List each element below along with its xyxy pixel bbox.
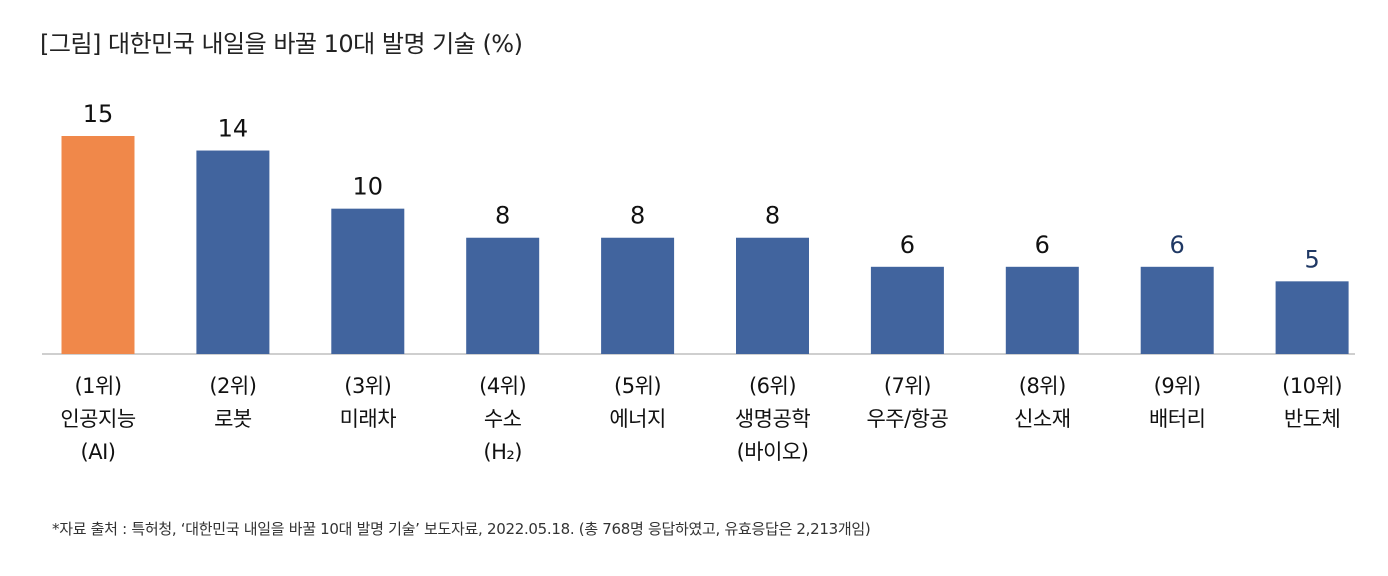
category-label: (9위) 배터리 (1112, 370, 1242, 436)
chart-title: [그림] 대한민국 내일을 바꿀 10대 발명 기술 (%) (40, 30, 523, 58)
data-label: 6 (900, 231, 915, 259)
category-label-line: (10위) (1282, 374, 1343, 398)
category-label: (1위) 인공지능 (AI) (33, 370, 163, 469)
category-label-line: 우주/항공 (866, 407, 949, 431)
bar (61, 136, 135, 354)
category-label-line: (H₂) (483, 440, 522, 464)
bar (736, 237, 809, 354)
category-label: (5위) 에너지 (573, 370, 703, 436)
category-label-line: 인공지능 (60, 407, 136, 431)
data-label: 15 (83, 100, 114, 128)
category-label: (2위) 로봇 (168, 370, 298, 436)
category-label-line: 신소재 (1014, 407, 1071, 431)
category-label-line: (2위) (209, 374, 257, 398)
category-label-line: 수소 (483, 407, 522, 431)
category-label-line: (4위) (479, 374, 527, 398)
category-label-line: (AI) (80, 440, 116, 464)
data-label: 6 (1035, 231, 1050, 259)
source-footnote: *자료 출처 : 특허청, ‘대한민국 내일을 바꿀 10대 발명 기술’ 보도… (52, 520, 871, 538)
category-label-line: (5위) (614, 374, 662, 398)
category-label-line: 에너지 (609, 407, 666, 431)
category-label-line: (6위) (748, 374, 797, 398)
data-label: 8 (630, 202, 645, 230)
bar (601, 237, 675, 354)
category-label-line: (3위) (344, 374, 392, 398)
data-label: 8 (765, 202, 780, 230)
category-label-line: (9위) (1153, 374, 1202, 398)
category-label-line: 생명공학 (734, 407, 811, 431)
category-label: (6위) 생명공학 (바이오) (708, 370, 838, 469)
category-label-line: (7위) (883, 374, 932, 398)
category-label-line: (1위) (74, 374, 122, 398)
data-label: 5 (1304, 245, 1319, 273)
category-label-line: 반도체 (1283, 407, 1341, 431)
bar (196, 150, 270, 354)
data-label: 14 (218, 115, 249, 143)
category-label: (4위) 수소 (H₂) (438, 370, 568, 469)
bar (331, 208, 405, 354)
data-label: 8 (495, 202, 510, 230)
bar (1140, 266, 1214, 354)
category-label-line: (8위) (1018, 374, 1067, 398)
bar (1005, 266, 1079, 354)
category-label: (7위) 우주/항공 (842, 370, 972, 436)
category-label: (8위) 신소재 (977, 370, 1107, 436)
bar (870, 266, 944, 354)
category-label-line: 배터리 (1148, 407, 1206, 431)
category-label-line: 로봇 (214, 407, 252, 431)
data-label: 6 (1170, 231, 1185, 259)
category-label-line: (바이오) (736, 440, 809, 464)
bar (1275, 281, 1349, 354)
data-label: 10 (353, 173, 384, 201)
category-label-line: 미래차 (339, 407, 397, 431)
category-label: (10위) 반도체 (1247, 370, 1377, 436)
bar (466, 237, 540, 354)
category-label: (3위) 미래차 (303, 370, 433, 436)
